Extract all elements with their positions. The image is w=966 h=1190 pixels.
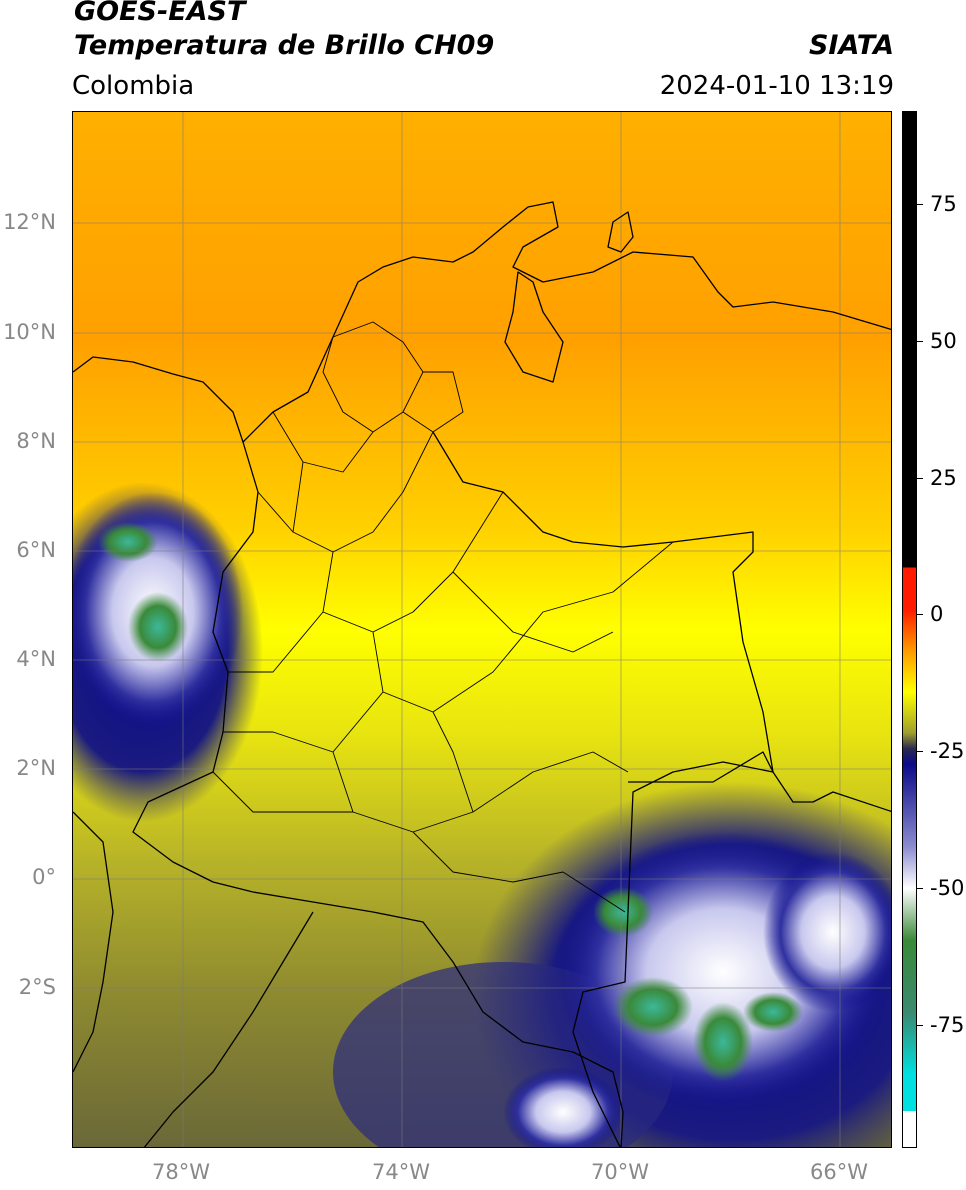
satellite-map xyxy=(72,111,892,1148)
agency-label: SIATA xyxy=(808,30,894,61)
lat-label-4n: 4°N xyxy=(16,647,56,671)
colorbar-label-25: 25 xyxy=(930,466,957,490)
colorbar-label-75: 75 xyxy=(930,192,957,216)
colorbar-label-0: 0 xyxy=(930,602,944,626)
colorbar-label-minus75: -75 xyxy=(930,1013,965,1037)
colorbar-label-50: 50 xyxy=(930,329,957,353)
colorbar-tick-minus50 xyxy=(917,888,923,889)
lat-label-2s: 2°S xyxy=(18,975,56,999)
colorbar-tick-75 xyxy=(917,204,923,205)
region-label: Colombia xyxy=(72,71,195,101)
colorbar-label-minus50: -50 xyxy=(930,876,965,900)
lon-label-66w: 66°W xyxy=(810,1160,868,1184)
title-satellite: GOES-EAST xyxy=(74,0,246,27)
lat-label-2n: 2°N xyxy=(16,756,56,780)
lat-label-6n: 6°N xyxy=(16,538,56,562)
colorbar xyxy=(902,111,917,1148)
lon-label-78w: 78°W xyxy=(152,1160,210,1184)
lat-label-10n: 10°N xyxy=(3,320,56,344)
lat-label-12n: 12°N xyxy=(3,210,56,234)
colorbar-tick-50 xyxy=(917,341,923,342)
colorbar-label-minus25: -25 xyxy=(930,739,965,763)
colorbar-tick-0 xyxy=(917,614,923,615)
lon-label-70w: 70°W xyxy=(591,1160,649,1184)
title-product: Temperatura de Brillo CH09 xyxy=(74,30,495,61)
map-canvas xyxy=(73,112,891,1147)
lon-label-74w: 74°W xyxy=(372,1160,430,1184)
lat-label-8n: 8°N xyxy=(16,429,56,453)
colorbar-tick-minus75 xyxy=(917,1025,923,1026)
datetime-label: 2024-01-10 13:19 xyxy=(659,71,894,101)
colorbar-tick-25 xyxy=(917,478,923,479)
lat-label-equator: 0° xyxy=(32,865,56,889)
colorbar-tick-minus25 xyxy=(917,751,923,752)
